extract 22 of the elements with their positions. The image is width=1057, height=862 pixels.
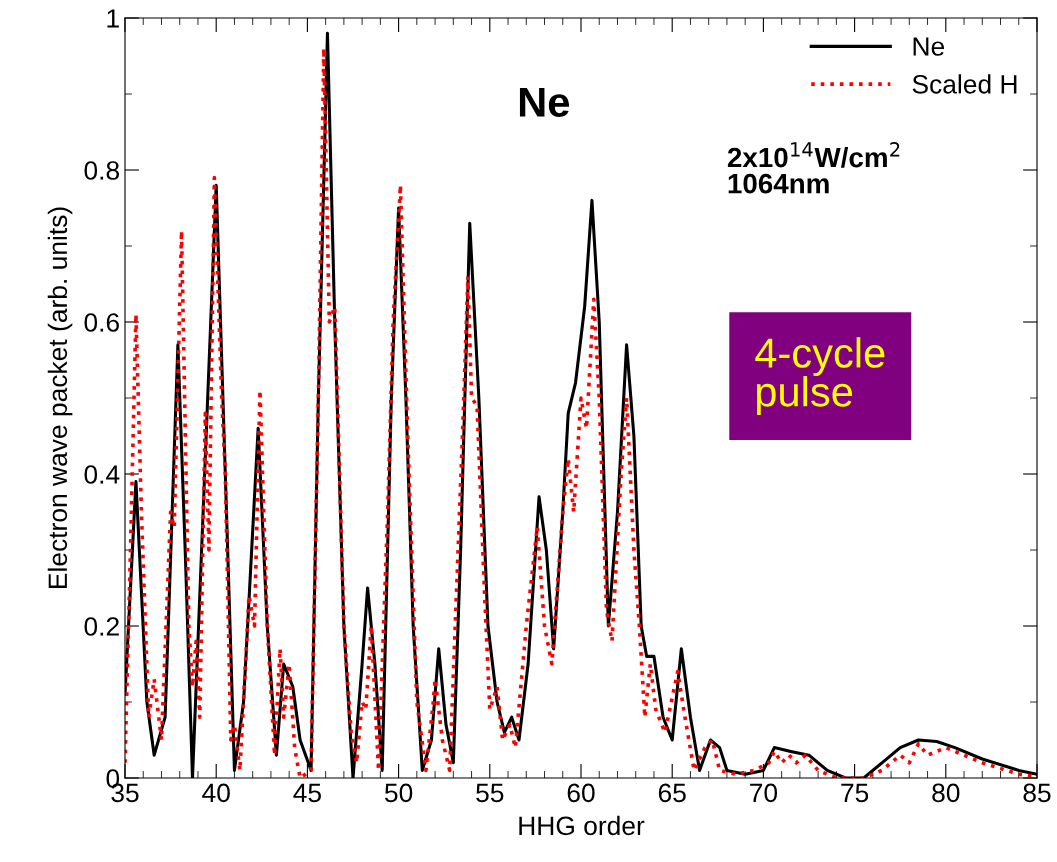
y-tick-label: 0.6 bbox=[84, 313, 119, 332]
x-tick-label: 50 bbox=[384, 783, 413, 803]
x-tick-label: 60 bbox=[567, 783, 595, 803]
annotation: Ne bbox=[519, 87, 569, 118]
y-tick-label: 0.4 bbox=[84, 465, 120, 484]
x-tick-label: 65 bbox=[658, 783, 686, 803]
x-tick-label: 55 bbox=[476, 783, 504, 803]
text: 2x10$^{14}$W/cm$^{2}$ 1064nm bbox=[727, 142, 900, 194]
y-tick-label: 0.2 bbox=[84, 617, 119, 636]
legend-label: Ne bbox=[913, 37, 945, 56]
x-axis-title: HHG order bbox=[519, 815, 645, 836]
annotation: 4-cycle pulse bbox=[755, 337, 885, 415]
x-tick-label: 70 bbox=[750, 783, 778, 803]
legend-label: Scaled H bbox=[912, 74, 1017, 94]
y-tick-label: 0.8 bbox=[84, 161, 119, 180]
x-tick-label: 85 bbox=[1023, 783, 1051, 803]
y-axis-title: Electron wave packet (arb. units) bbox=[47, 207, 73, 588]
x-tick-label: 75 bbox=[841, 783, 869, 803]
y-tick-label: 1 bbox=[107, 9, 119, 28]
x-tick-label: 80 bbox=[932, 783, 960, 803]
x-tick-label: 40 bbox=[202, 783, 230, 803]
x-tick-label: 45 bbox=[293, 783, 321, 803]
